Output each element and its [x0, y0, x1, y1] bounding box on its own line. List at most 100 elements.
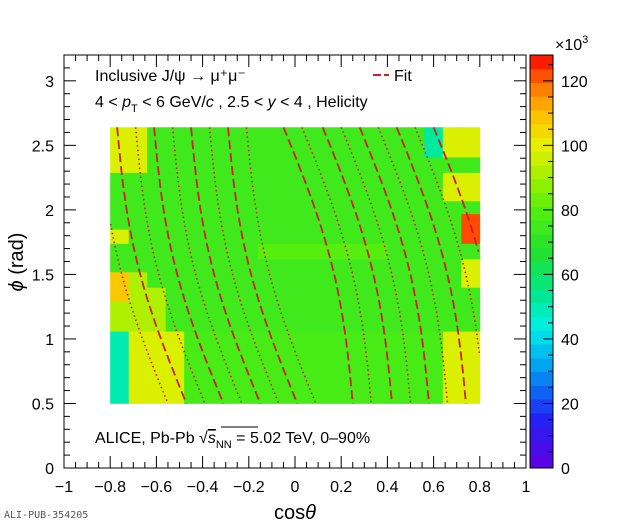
heatmap-cell [258, 213, 277, 230]
heatmap-cell [368, 243, 388, 260]
heatmap-cell [461, 271, 481, 288]
heatmap-cell [165, 375, 185, 391]
colorbar-segment [530, 55, 553, 70]
heatmap-cell [424, 186, 444, 202]
heatmap-cell [221, 271, 240, 288]
heatmap-cell [295, 271, 314, 288]
heatmap-cell [331, 271, 351, 288]
heatmap-cell [128, 287, 148, 302]
heatmap-cell [147, 186, 167, 202]
heatmap-cell [387, 243, 407, 260]
ann2-p: p [121, 94, 131, 111]
heatmap-cell [221, 344, 240, 360]
heatmap-cell [368, 200, 388, 215]
colorbar-multiplier-base: ×10 [555, 37, 582, 54]
heatmap-cell [350, 390, 370, 404]
heatmap-cell [442, 375, 462, 391]
heatmap-cell [110, 172, 130, 188]
colorbar-segment [530, 440, 553, 455]
heatmap-cell [202, 359, 222, 376]
heatmap-cell [295, 229, 314, 244]
heatmap-cell [110, 359, 130, 376]
colorbar-segment [530, 192, 553, 207]
heatmap-cell [202, 271, 222, 288]
y-axis-label-a: ϕ [6, 280, 28, 291]
heatmap-cell [276, 271, 296, 288]
heatmap-cell [461, 127, 481, 145]
heatmap-cell [276, 258, 296, 273]
heatmap-cell [387, 229, 407, 244]
colorbar-segment [530, 178, 553, 194]
heatmap-cell [221, 375, 240, 391]
y-tick-label: 2.5 [32, 138, 54, 155]
heatmap-cell [295, 359, 314, 376]
heatmap-cell [424, 144, 444, 158]
heatmap-cell [368, 375, 388, 391]
heatmap-cell [313, 271, 333, 288]
heatmap-cell [184, 331, 203, 345]
heatmap-cell [442, 127, 462, 145]
watermark: ALI-PUB-354205 [4, 510, 88, 521]
heatmap-cell [165, 331, 185, 345]
heatmap-cell [110, 213, 130, 230]
colorbar-segment [530, 454, 553, 469]
heatmap-cell [368, 271, 388, 288]
heatmap-cell [202, 287, 222, 302]
colorbar-tick-label: 100 [561, 138, 588, 155]
heatmap-cell [258, 287, 277, 302]
heatmap-cell [128, 200, 148, 215]
ann3-s: s [208, 430, 216, 447]
heatmap-cell [424, 359, 444, 376]
heatmap-cell [350, 315, 370, 332]
heatmap-cell [331, 344, 351, 360]
heatmap-cell [258, 271, 277, 288]
heatmap-cell [258, 156, 277, 173]
heatmap-cell [442, 359, 462, 376]
colorbar-frame [529, 54, 554, 469]
heatmap-cell [128, 229, 148, 244]
colorbar-segment [530, 357, 553, 373]
heatmap-cell [239, 258, 259, 273]
heatmap-cell [221, 172, 240, 188]
colorbar-multiplier-exp: 3 [582, 34, 588, 46]
heatmap-cell [239, 243, 259, 260]
heatmap-cell [295, 315, 314, 332]
heatmap-cell [424, 229, 444, 244]
colorbar-multiplier: ×103 [555, 34, 588, 54]
heatmap-cell [405, 156, 425, 173]
ann2-d: , 2.5 < [214, 94, 268, 111]
heatmap-cell [350, 172, 370, 188]
heatmap-cell [442, 144, 462, 158]
heatmap-cell [368, 186, 388, 202]
x-axis-label-a: cos [274, 502, 305, 523]
heatmap-cell [331, 359, 351, 376]
heatmap-cell [165, 172, 185, 188]
ann2-sub: T [131, 103, 138, 115]
heatmap-cell [405, 229, 425, 244]
fit-contour-dashed [395, 126, 467, 404]
heatmap-cell [110, 375, 130, 391]
heatmap-cell [350, 359, 370, 376]
heatmap-cell [387, 344, 407, 360]
heatmap-cell [313, 301, 333, 317]
heatmap-cell [239, 127, 259, 145]
heatmap-cell [461, 375, 481, 391]
heatmap-cell [313, 144, 333, 158]
heatmap-cell [221, 359, 240, 376]
colorbar-segment [530, 275, 553, 290]
y-tick-label: 0 [45, 461, 54, 478]
heatmap-cell [276, 375, 296, 391]
heatmap-cell [110, 200, 130, 215]
heatmap-cell [128, 172, 148, 188]
heatmap-cell [295, 258, 314, 273]
heatmap-cell [184, 213, 203, 230]
heatmap-cell [147, 287, 167, 302]
colorbar: 0 20 40 60 80 100 120 [529, 54, 588, 478]
heatmap-cell [239, 359, 259, 376]
heatmap-cell [221, 127, 240, 145]
heatmap-cell [147, 359, 167, 376]
fit-contour-dashed [153, 127, 225, 404]
heatmap-cell [110, 390, 130, 404]
colorbar-segment [530, 82, 553, 97]
